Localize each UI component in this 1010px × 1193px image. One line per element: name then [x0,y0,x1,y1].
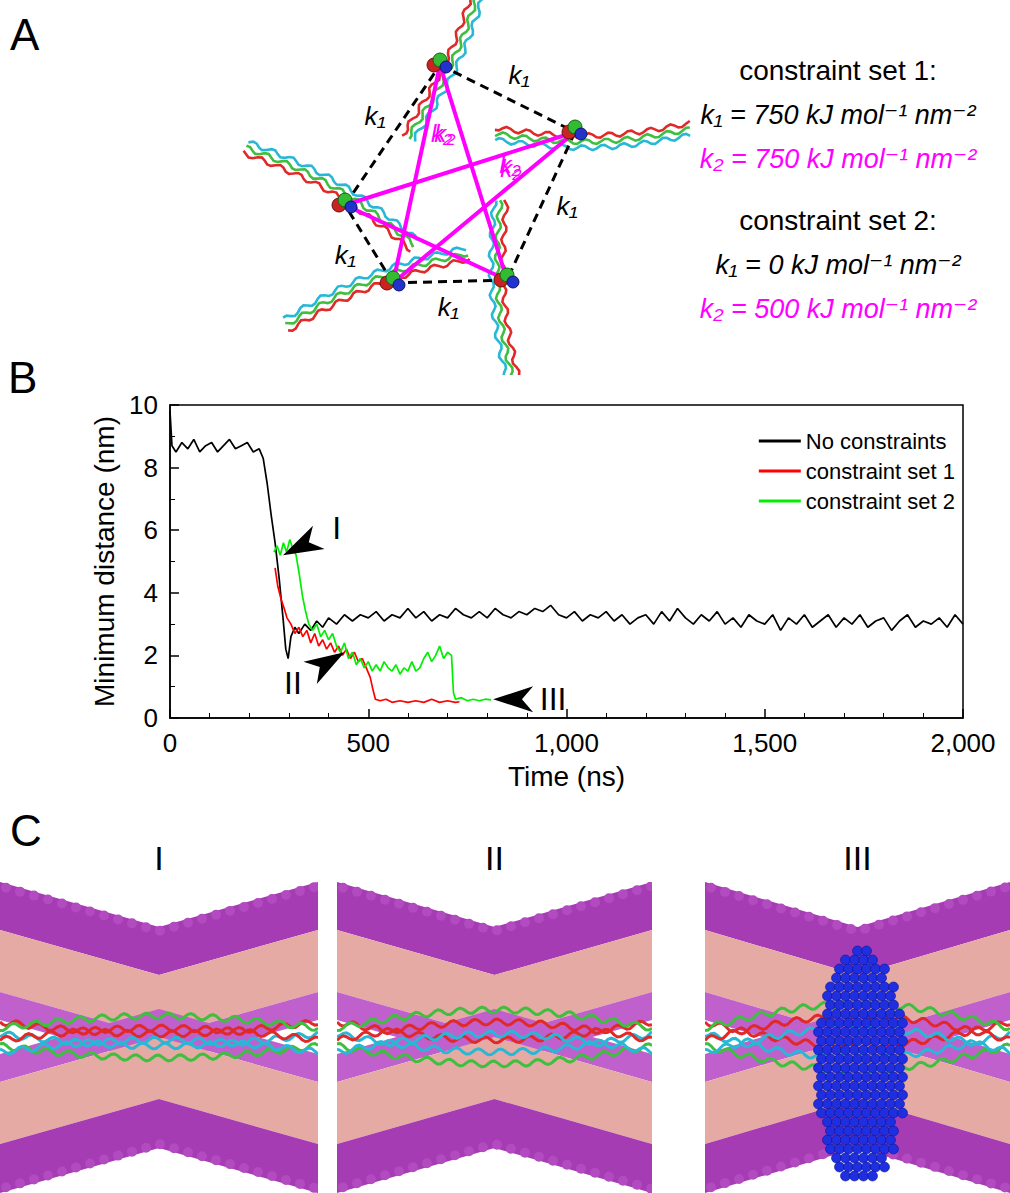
svg-text:k₁: k₁ [335,240,356,270]
svg-text:constraint set 2:: constraint set 2: [739,205,937,236]
svg-text:III: III [843,839,871,877]
svg-text:k₁: k₁ [556,191,577,221]
svg-text:k₂ = 500 kJ mol⁻¹ nm⁻²: k₂ = 500 kJ mol⁻¹ nm⁻² [700,294,978,324]
svg-text:constraint set 1: constraint set 1 [806,459,955,484]
svg-text:A: A [10,10,40,59]
svg-text:k₂: k₂ [434,120,455,147]
svg-text:k₂: k₂ [500,151,521,178]
svg-text:k₁: k₁ [365,101,386,131]
svg-text:k₁: k₁ [438,292,459,322]
svg-text:4: 4 [144,578,158,608]
html-text:B: B [8,353,38,402]
svg-text:III: III [540,681,567,717]
svg-text:10: 10 [129,390,158,420]
svg-text:C: C [10,806,42,855]
svg-text:k₁: k₁ [508,60,529,90]
svg-text:500: 500 [347,728,390,758]
svg-text:I: I [154,839,163,877]
svg-text:k₁ = 0 kJ mol⁻¹ nm⁻²: k₁ = 0 kJ mol⁻¹ nm⁻² [716,250,962,280]
svg-text:No constraints: No constraints [806,429,947,454]
svg-text:II: II [485,839,504,877]
svg-text:0: 0 [144,703,158,733]
svg-text:k₁ = 750 kJ mol⁻¹ nm⁻²: k₁ = 750 kJ mol⁻¹ nm⁻² [701,100,977,130]
svg-text:1,000: 1,000 [534,728,599,758]
svg-text:constraint set 2: constraint set 2 [806,489,955,514]
svg-text:1,500: 1,500 [732,728,797,758]
svg-text:I: I [332,510,341,546]
svg-text:Time (ns): Time (ns) [508,761,625,792]
svg-text:2,000: 2,000 [930,728,995,758]
svg-text:8: 8 [144,453,158,483]
svg-text:k₂ = 750 kJ mol⁻¹ nm⁻²: k₂ = 750 kJ mol⁻¹ nm⁻² [700,144,978,174]
svg-text:II: II [284,665,302,701]
svg-text:2: 2 [144,640,158,670]
svg-text:0: 0 [163,728,177,758]
svg-text:Minimum distance (nm): Minimum distance (nm) [89,416,120,707]
svg-text:6: 6 [144,515,158,545]
svg-text:constraint set 1:: constraint set 1: [739,55,937,86]
